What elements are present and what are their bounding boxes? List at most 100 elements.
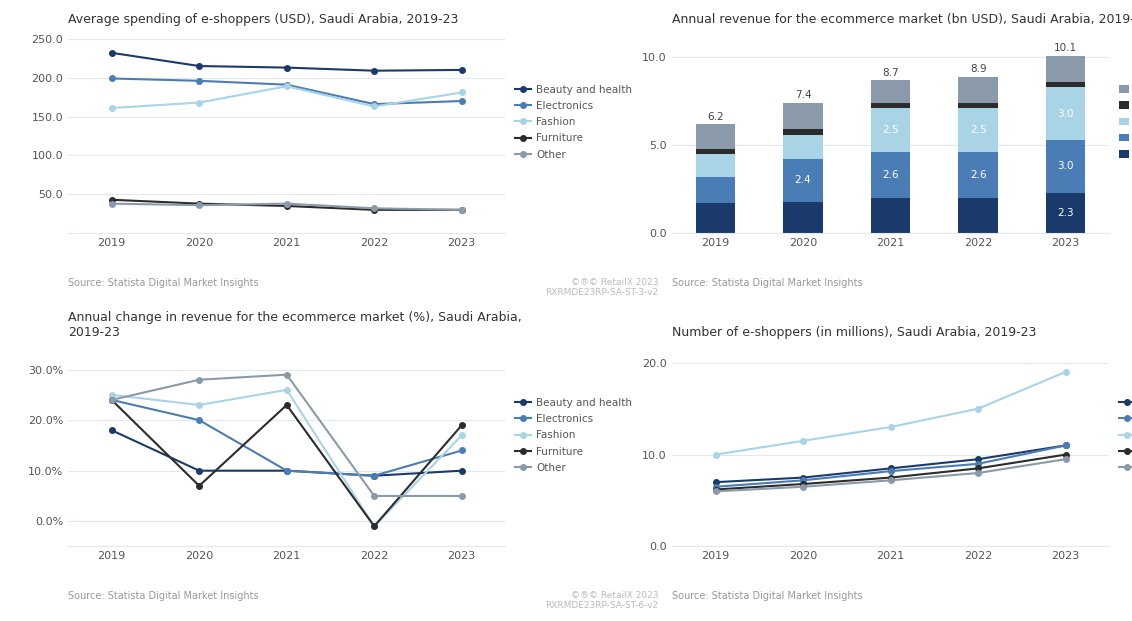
Beauty and health <box>455 467 469 474</box>
Fashion <box>971 405 985 412</box>
Text: Annual revenue for the ecommerce market (bn USD), Saudi Arabia, 2019-23: Annual revenue for the ecommerce market … <box>671 12 1132 25</box>
Electronics <box>1058 442 1072 449</box>
Text: 8.7: 8.7 <box>882 68 899 78</box>
Furniture <box>796 480 809 487</box>
Furniture <box>455 422 469 429</box>
Other <box>280 200 293 207</box>
Furniture <box>192 482 206 489</box>
Text: 7.4: 7.4 <box>795 91 812 101</box>
Electronics <box>709 483 722 491</box>
Fashion <box>280 83 293 90</box>
Legend: Other, Furniture, Fashion, Electronics, Beauty and health: Other, Furniture, Fashion, Electronics, … <box>1118 84 1132 160</box>
Electronics <box>368 472 381 479</box>
Beauty and health <box>192 62 206 70</box>
Electronics <box>368 101 381 108</box>
Line: Fashion: Fashion <box>713 369 1069 458</box>
Bar <box>871 109 910 152</box>
Furniture <box>192 200 206 207</box>
Furniture <box>368 206 381 214</box>
Legend: Beauty and health, Electronics, Fashion, Furniture, Other: Beauty and health, Electronics, Fashion,… <box>515 84 632 160</box>
Line: Furniture: Furniture <box>109 197 464 212</box>
Fashion <box>280 386 293 394</box>
Line: Fashion: Fashion <box>109 83 464 111</box>
Furniture <box>280 202 293 210</box>
Text: 2.6: 2.6 <box>970 170 986 180</box>
Text: 2.5: 2.5 <box>882 125 899 135</box>
Bar <box>783 129 823 135</box>
Text: Annual change in revenue for the ecommerce market (%), Saudi Arabia,
2019-23: Annual change in revenue for the ecommer… <box>68 311 522 339</box>
Line: Electronics: Electronics <box>109 76 464 107</box>
Text: ©®© RetailX 2023
RXRMDE23RP-SA-ST-6-v2: ©®© RetailX 2023 RXRMDE23RP-SA-ST-6-v2 <box>546 591 659 610</box>
Text: 3.0: 3.0 <box>1057 161 1074 171</box>
Line: Other: Other <box>109 201 464 212</box>
Beauty and health <box>105 49 119 57</box>
Bar <box>783 135 823 160</box>
Fashion <box>796 437 809 445</box>
Text: 2.6: 2.6 <box>882 170 899 180</box>
Beauty and health <box>280 64 293 71</box>
Beauty and health <box>796 474 809 481</box>
Other <box>105 396 119 404</box>
Fashion <box>455 432 469 439</box>
Bar <box>783 202 823 233</box>
Furniture <box>709 486 722 493</box>
Line: Furniture: Furniture <box>109 397 464 529</box>
Other <box>1058 455 1072 463</box>
Furniture <box>1058 451 1072 458</box>
Line: Furniture: Furniture <box>713 452 1069 492</box>
Other <box>280 371 293 378</box>
Text: 10.1: 10.1 <box>1054 43 1078 53</box>
Furniture <box>884 474 898 481</box>
Fashion <box>105 391 119 399</box>
Other <box>884 476 898 484</box>
Beauty and health <box>280 467 293 474</box>
Bar <box>959 152 997 198</box>
Fashion <box>368 522 381 530</box>
Bar <box>696 149 735 154</box>
Other <box>105 200 119 207</box>
Other <box>709 487 722 495</box>
Text: ©®© RetailX 2023
RXRMDE23RP-SA-ST-3-v2: ©®© RetailX 2023 RXRMDE23RP-SA-ST-3-v2 <box>546 278 659 297</box>
Bar <box>696 203 735 233</box>
Beauty and health <box>368 67 381 75</box>
Furniture <box>368 522 381 530</box>
Electronics <box>280 81 293 88</box>
Beauty and health <box>192 467 206 474</box>
Beauty and health <box>709 478 722 486</box>
Furniture <box>455 206 469 214</box>
Other <box>192 201 206 209</box>
Bar <box>696 154 735 177</box>
Other <box>455 492 469 500</box>
Other <box>368 204 381 212</box>
Electronics <box>884 468 898 475</box>
Electronics <box>105 396 119 404</box>
Beauty and health <box>1058 442 1072 449</box>
Line: Electronics: Electronics <box>109 397 464 479</box>
Bar <box>1046 193 1086 233</box>
Text: 3.0: 3.0 <box>1057 109 1074 119</box>
Bar <box>871 80 910 103</box>
Bar <box>696 177 735 203</box>
Electronics <box>280 467 293 474</box>
Fashion <box>368 102 381 110</box>
Text: Source: Statista Digital Market Insights: Source: Statista Digital Market Insights <box>68 278 258 288</box>
Bar <box>1046 140 1086 193</box>
Other <box>192 376 206 383</box>
Fashion <box>192 99 206 106</box>
Beauty and health <box>455 66 469 74</box>
Fashion <box>105 104 119 112</box>
Text: Source: Statista Digital Market Insights: Source: Statista Digital Market Insights <box>68 591 258 601</box>
Text: 6.2: 6.2 <box>708 112 723 122</box>
Electronics <box>192 77 206 84</box>
Line: Beauty and health: Beauty and health <box>109 50 464 73</box>
Beauty and health <box>884 465 898 472</box>
Electronics <box>971 460 985 468</box>
Bar <box>959 77 997 103</box>
Fashion <box>884 424 898 431</box>
Text: Average spending of e-shoppers (USD), Saudi Arabia, 2019-23: Average spending of e-shoppers (USD), Sa… <box>68 12 458 25</box>
Text: 2.5: 2.5 <box>970 125 986 135</box>
Bar <box>783 160 823 202</box>
Bar <box>959 103 997 109</box>
Bar <box>696 124 735 149</box>
Bar <box>1046 88 1086 140</box>
